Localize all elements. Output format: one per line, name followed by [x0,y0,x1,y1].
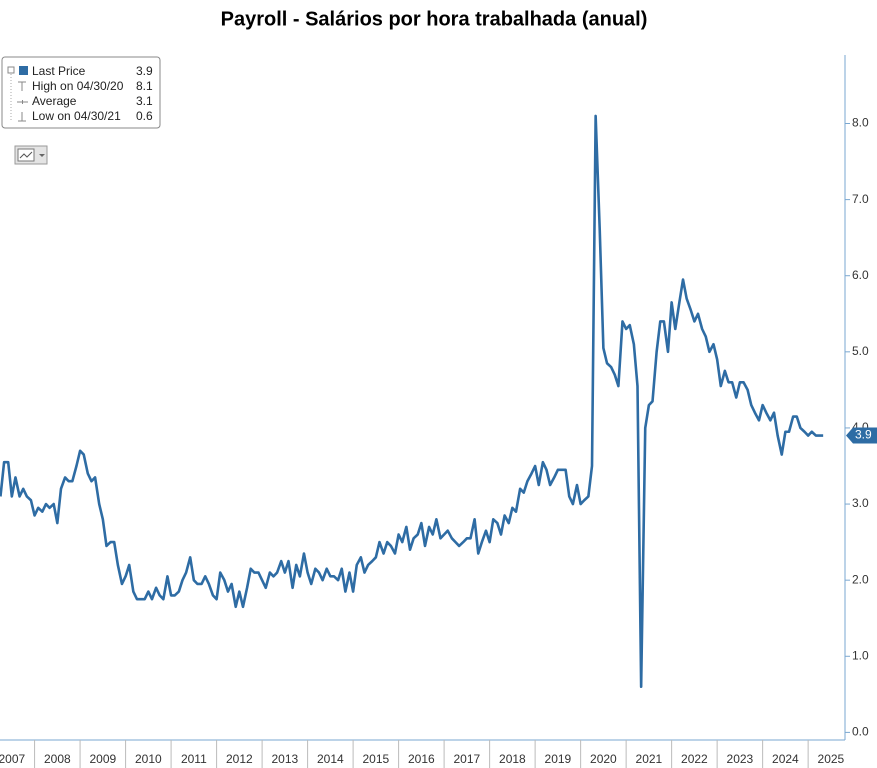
y-tick-label: 1.0 [852,648,869,662]
y-tick-label: 0.0 [852,725,869,739]
line-series [0,114,824,689]
x-tick-label: 2012 [226,752,253,766]
last-price-tag [846,427,877,444]
y-tick-label: 7.0 [852,192,869,206]
legend-box [1,56,161,129]
x-tick-label: 2011 [181,752,207,766]
y-tick-label: 5.0 [852,344,869,358]
x-tick-label: 2020 [590,752,617,766]
legend-label: Low on 04/30/21 [32,109,121,123]
legend-value: 0.6 [136,109,153,123]
x-tick-label: 2010 [135,752,162,766]
legend-value: 8.1 [136,79,153,93]
button-glyph [19,151,33,159]
legend-swatch [19,66,28,75]
x-tick-label: 2023 [727,752,754,766]
legend-icon-high [18,81,26,91]
x-tick-label: 2025 [818,752,845,766]
y-tick-label: 3.0 [852,496,869,510]
x-tick-label: 2014 [317,752,344,766]
x-tick-label: 2016 [408,752,435,766]
legend-value: 3.9 [136,64,153,78]
legend-value: 3.1 [136,94,153,108]
x-tick-label: 2017 [454,752,481,766]
legend-label: Average [32,94,77,108]
legend-label: Last Price [32,64,86,78]
chart-title: Payroll - Salários por hora trabalhada (… [221,8,648,30]
legend-label: High on 04/30/20 [32,79,124,93]
legend-icon-avg [17,100,28,104]
button-caret [39,154,45,157]
x-tick-label: 2022 [681,752,708,766]
legend [1,56,161,129]
y-tick-label: 2.0 [852,572,869,586]
y-tick-label: 8.0 [852,116,869,130]
last-price-label: 3.9 [855,428,872,442]
x-tick-label: 2009 [89,752,116,766]
y-tick-label: 6.0 [852,268,869,282]
x-tick-label: 2024 [772,752,799,766]
button-icon [17,148,35,162]
x-tick-label: 2007 [0,752,26,766]
x-tick-label: 2013 [272,752,299,766]
x-tick-label: 2021 [636,752,663,766]
x-tick-label: 2019 [545,752,572,766]
chart-type-button[interactable] [14,145,48,165]
legend-toggle[interactable] [7,66,15,74]
legend-icon-low [18,112,26,122]
x-tick-label: 2018 [499,752,526,766]
x-tick-label: 2015 [363,752,390,766]
x-tick-label: 2008 [44,752,71,766]
